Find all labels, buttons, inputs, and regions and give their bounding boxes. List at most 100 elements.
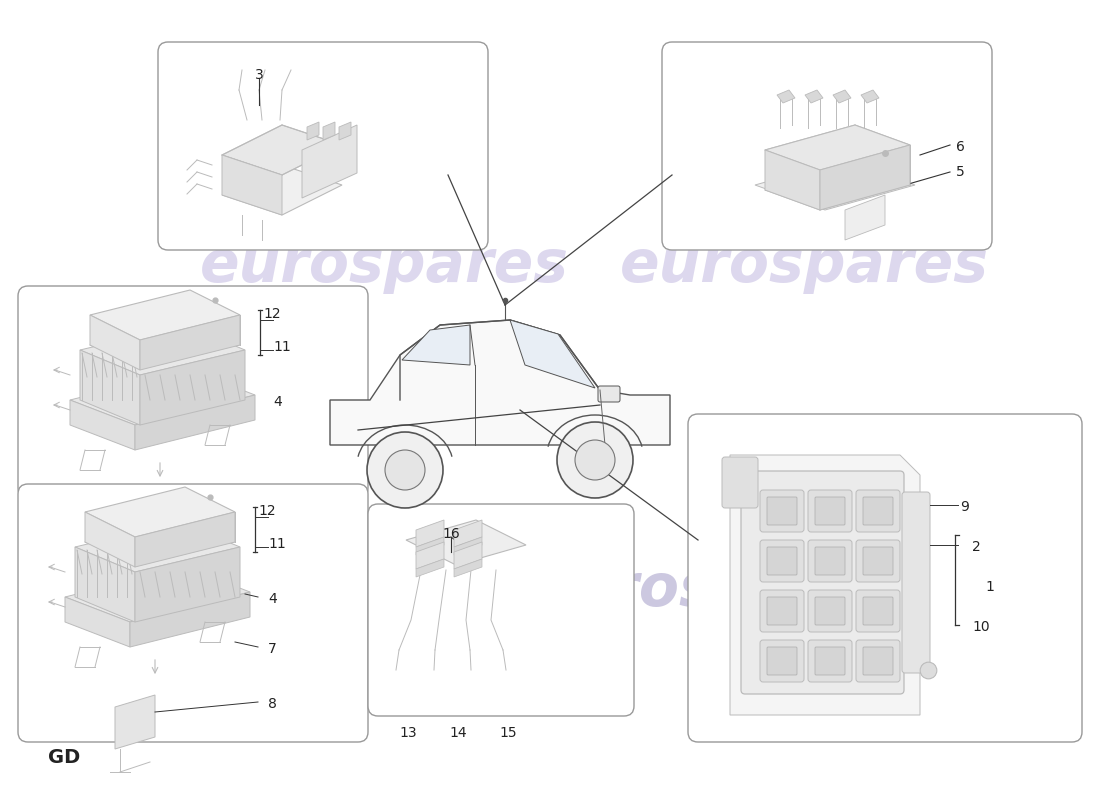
Text: 14: 14 <box>449 726 466 740</box>
FancyBboxPatch shape <box>368 504 634 716</box>
FancyBboxPatch shape <box>760 490 804 532</box>
Polygon shape <box>845 195 886 240</box>
FancyBboxPatch shape <box>856 490 900 532</box>
Text: 7: 7 <box>268 642 277 656</box>
Polygon shape <box>777 90 795 103</box>
Polygon shape <box>307 122 319 140</box>
Text: 5: 5 <box>956 165 965 179</box>
Polygon shape <box>764 150 820 210</box>
Polygon shape <box>339 122 351 140</box>
FancyBboxPatch shape <box>722 457 758 508</box>
Polygon shape <box>805 90 823 103</box>
Polygon shape <box>730 455 920 715</box>
Polygon shape <box>90 290 240 340</box>
FancyBboxPatch shape <box>767 597 798 625</box>
FancyBboxPatch shape <box>815 497 845 525</box>
Polygon shape <box>75 522 240 572</box>
Text: eurospares: eurospares <box>200 237 569 294</box>
FancyBboxPatch shape <box>808 490 852 532</box>
FancyBboxPatch shape <box>18 484 369 742</box>
Polygon shape <box>65 597 130 647</box>
Text: eurospares: eurospares <box>60 562 429 618</box>
Text: 2: 2 <box>972 540 981 554</box>
FancyBboxPatch shape <box>864 497 893 525</box>
Text: 13: 13 <box>399 726 417 740</box>
FancyBboxPatch shape <box>808 540 852 582</box>
Polygon shape <box>302 125 358 198</box>
FancyBboxPatch shape <box>760 590 804 632</box>
Text: GD: GD <box>48 748 80 767</box>
Polygon shape <box>135 395 255 450</box>
Polygon shape <box>90 315 140 370</box>
Polygon shape <box>85 512 135 567</box>
Polygon shape <box>416 559 444 577</box>
Polygon shape <box>75 547 135 622</box>
Circle shape <box>557 422 632 498</box>
FancyBboxPatch shape <box>760 540 804 582</box>
Text: 12: 12 <box>258 504 276 518</box>
Polygon shape <box>222 155 282 215</box>
Polygon shape <box>510 320 595 388</box>
FancyBboxPatch shape <box>902 492 930 673</box>
Polygon shape <box>454 520 482 547</box>
Text: 6: 6 <box>956 140 965 154</box>
Circle shape <box>367 432 443 508</box>
Polygon shape <box>764 125 910 170</box>
FancyBboxPatch shape <box>856 640 900 682</box>
Text: 15: 15 <box>499 726 517 740</box>
FancyBboxPatch shape <box>662 42 992 250</box>
FancyBboxPatch shape <box>864 547 893 575</box>
FancyBboxPatch shape <box>767 497 798 525</box>
Polygon shape <box>330 320 670 445</box>
Polygon shape <box>80 325 245 375</box>
Polygon shape <box>70 370 255 425</box>
FancyBboxPatch shape <box>760 640 804 682</box>
Circle shape <box>575 440 615 480</box>
Polygon shape <box>80 350 140 425</box>
Polygon shape <box>416 537 444 555</box>
FancyBboxPatch shape <box>767 547 798 575</box>
Polygon shape <box>454 537 482 555</box>
FancyBboxPatch shape <box>864 647 893 675</box>
Polygon shape <box>222 165 342 215</box>
Text: 4: 4 <box>273 395 282 409</box>
Text: 16: 16 <box>442 527 460 541</box>
Polygon shape <box>85 487 235 537</box>
FancyBboxPatch shape <box>856 590 900 632</box>
Text: eurospares: eurospares <box>620 237 989 294</box>
FancyBboxPatch shape <box>158 42 488 250</box>
Text: 8: 8 <box>268 697 277 711</box>
FancyBboxPatch shape <box>598 386 620 402</box>
FancyBboxPatch shape <box>815 597 845 625</box>
Polygon shape <box>416 520 444 547</box>
FancyBboxPatch shape <box>815 547 845 575</box>
Text: 12: 12 <box>263 307 280 321</box>
Polygon shape <box>402 325 470 365</box>
FancyBboxPatch shape <box>18 286 369 498</box>
FancyBboxPatch shape <box>808 640 852 682</box>
Text: 3: 3 <box>255 68 264 82</box>
FancyBboxPatch shape <box>767 647 798 675</box>
Polygon shape <box>116 695 155 749</box>
Text: 4: 4 <box>268 592 277 606</box>
Circle shape <box>385 450 425 490</box>
Polygon shape <box>65 567 250 622</box>
Polygon shape <box>222 125 342 175</box>
FancyBboxPatch shape <box>864 597 893 625</box>
Polygon shape <box>130 592 250 647</box>
Polygon shape <box>140 315 240 370</box>
Polygon shape <box>833 90 851 103</box>
Text: eurospares: eurospares <box>530 562 899 618</box>
FancyBboxPatch shape <box>808 590 852 632</box>
Polygon shape <box>70 400 135 450</box>
Text: 9: 9 <box>960 500 969 514</box>
Text: 10: 10 <box>972 620 990 634</box>
Polygon shape <box>820 145 910 210</box>
Polygon shape <box>454 542 482 569</box>
Polygon shape <box>416 542 444 569</box>
Polygon shape <box>454 559 482 577</box>
Polygon shape <box>323 122 336 140</box>
Text: 11: 11 <box>268 537 286 551</box>
Text: 1: 1 <box>984 580 994 594</box>
Polygon shape <box>140 350 245 425</box>
